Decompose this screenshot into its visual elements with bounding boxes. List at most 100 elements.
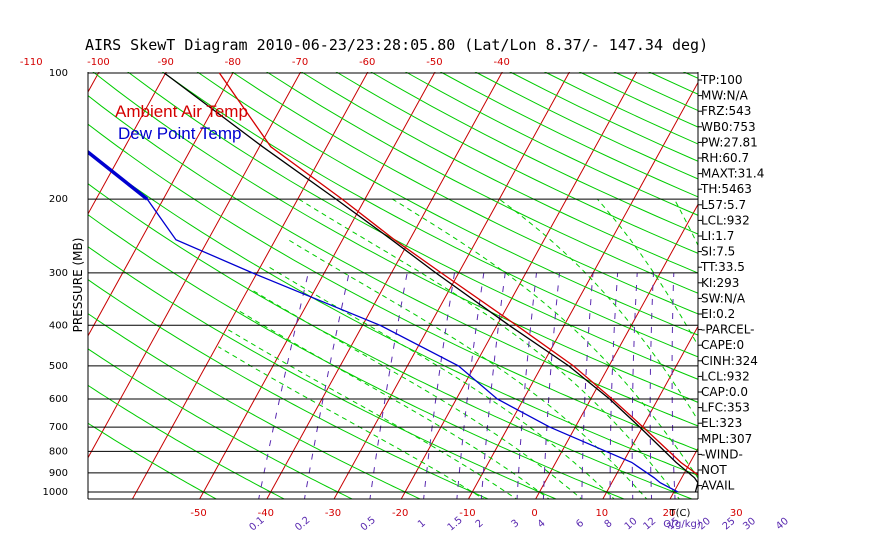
- pressure-tick-label: 900: [49, 468, 68, 479]
- moist-adiabat-line: [597, 198, 698, 347]
- moist-adiabat-line: [228, 329, 518, 499]
- dry-adiabat-line: [88, 214, 626, 499]
- moist-adiabat-line: [498, 198, 698, 421]
- index-label: PW:27.81: [701, 135, 758, 149]
- bottom-temp-tick-label: -10: [459, 508, 475, 519]
- index-label: TT:33.5: [700, 260, 745, 274]
- mixing-ratio-tick-label: 8: [603, 518, 615, 531]
- index-label: AVAIL: [701, 479, 735, 493]
- ambient-air-temp-line: [218, 72, 698, 476]
- mixing-ratio-tick-label: 0.5: [359, 515, 378, 534]
- bottom-temp-tick-label: 0: [531, 508, 537, 519]
- index-label: FRZ:543: [701, 104, 751, 118]
- index-label: KI:293: [701, 276, 739, 290]
- index-label: MAXT:31.4: [701, 167, 764, 181]
- dry-adiabat-line: [231, 72, 698, 315]
- legend-dew-point-temp: Dew Point Temp: [118, 124, 241, 143]
- mixing-ratio-tick-label: 30: [741, 516, 758, 533]
- isotherm-line: [266, 72, 503, 499]
- index-label: -PARCEL-: [701, 323, 755, 337]
- isotherm-line: [467, 81, 698, 499]
- dry-adiabat-line: [404, 72, 698, 216]
- pressure-tick-label: 700: [49, 422, 68, 433]
- index-label: TH:5463: [700, 182, 752, 196]
- isotherm-line: [803, 54, 870, 501]
- dry-adiabat-line: [88, 348, 354, 499]
- index-label: RH:60.7: [701, 151, 749, 165]
- pressure-tick-label: 1000: [43, 487, 68, 498]
- top-temp-tick-label: -50: [426, 57, 442, 68]
- index-label: CAPE:0: [701, 338, 744, 352]
- mixing-ratio-line: [581, 272, 594, 499]
- pressure-tick-label: 600: [49, 394, 68, 405]
- parcel-line: [163, 72, 698, 493]
- dry-adiabat-line: [682, 72, 698, 79]
- pressure-tick-label: 500: [49, 361, 68, 372]
- axes: 1002003004005006007008009001000-120-110-…: [20, 57, 791, 534]
- mixing-ratio-line: [423, 272, 455, 499]
- pressure-tick-label: 300: [49, 268, 68, 279]
- index-label: CAP:0.0: [701, 385, 748, 399]
- mixing-ratio-line: [303, 272, 350, 499]
- dry-adiabat-line: [88, 123, 698, 451]
- y-axis-label: PRESSURE (MB): [71, 238, 85, 333]
- dry-adiabat-line: [300, 72, 698, 274]
- mixing-ratio-line: [516, 272, 537, 499]
- isotherm-line: [88, 72, 167, 215]
- bottom-temp-tick-label: -50: [190, 508, 206, 519]
- moist-adiabat-line: [252, 289, 583, 499]
- bottom-temp-tick-label: 10: [595, 508, 608, 519]
- top-temp-tick-label: -90: [157, 57, 173, 68]
- index-label: EL:323: [701, 416, 742, 430]
- dry-adiabat-line: [266, 72, 698, 294]
- pressure-tick-label: 100: [49, 68, 68, 79]
- top-temp-tick-label: -110: [20, 57, 43, 68]
- moist-adiabat-line: [217, 346, 485, 499]
- bottom-temp-tick-label: 20: [663, 508, 676, 519]
- mixing-ratio-line: [480, 272, 506, 499]
- mixing-ratio-tick-label: 12: [642, 516, 659, 533]
- index-label: -WIND-: [701, 447, 743, 461]
- bottom-temp-tick-label: -20: [392, 508, 408, 519]
- index-label: NOT: [701, 463, 727, 477]
- mixing-ratio-unit-label: Q(g/kg): [663, 519, 701, 530]
- legend-ambient-air-temp: Ambient Air Temp: [115, 102, 248, 121]
- mixing-ratio-line: [649, 272, 654, 499]
- mixing-ratio-tick-label: 6: [574, 518, 586, 531]
- moist-adiabat-line: [239, 310, 550, 499]
- index-label: MPL:307: [701, 432, 752, 446]
- mixing-ratio-tick-label: 1: [416, 518, 428, 531]
- bottom-temp-tick-label: -40: [258, 508, 274, 519]
- bottom-temp-tick-label: 30: [730, 508, 743, 519]
- pressure-tick-label: 200: [49, 194, 68, 205]
- pressure-tick-label: 400: [49, 320, 68, 331]
- index-label: LI:1.7: [701, 229, 734, 243]
- index-label: L57:5.7: [701, 198, 746, 212]
- mixing-ratio-line: [631, 272, 638, 499]
- index-label: EI:0.2: [701, 307, 735, 321]
- index-label: SI:7.5: [701, 245, 735, 259]
- isotherm-line: [131, 72, 369, 499]
- mixing-ratio-tick-label: 10: [623, 516, 640, 533]
- dry-adiabat-line: [161, 72, 698, 358]
- bottom-temp-tick-label: -30: [325, 508, 341, 519]
- mixing-ratio-tick-label: 40: [774, 516, 791, 533]
- isotherm-line: [333, 72, 570, 499]
- pressure-gridlines: [88, 72, 698, 493]
- moist-adiabat-line: [268, 266, 615, 499]
- isotherm-line: [736, 54, 870, 501]
- temperature-unit-label: T(C): [669, 508, 691, 519]
- isotherm-line: [669, 447, 698, 499]
- index-label: MW:N/A: [701, 89, 749, 103]
- index-label: LFC:353: [701, 401, 750, 415]
- index-label: LCL:932: [701, 213, 750, 227]
- index-label: WB0:753: [701, 120, 756, 134]
- index-label: SW:N/A: [701, 291, 746, 305]
- isotherm-line: [88, 72, 234, 337]
- dry-adiabat-line: [92, 72, 698, 403]
- dry-adiabat-line: [88, 279, 490, 499]
- top-temp-tick-label: -40: [493, 57, 509, 68]
- top-temp-tick-label: -100: [87, 57, 110, 68]
